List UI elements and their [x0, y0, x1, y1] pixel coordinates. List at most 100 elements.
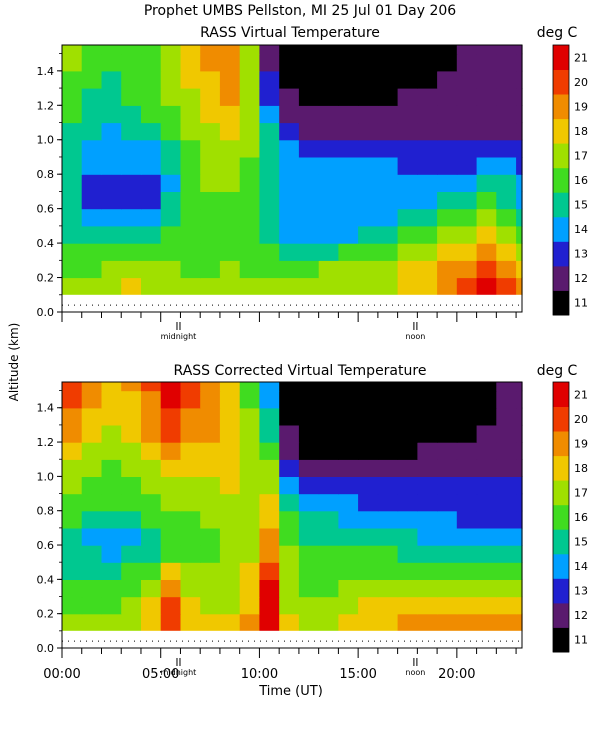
heatmap-cell	[121, 53, 142, 72]
heatmap-cell	[101, 562, 122, 580]
y-tick-label: 0.2	[37, 608, 55, 621]
heatmap-cell	[358, 53, 379, 72]
heatmap-cell	[417, 596, 438, 615]
heatmap-cell	[298, 545, 320, 563]
heatmap-cell	[318, 174, 339, 192]
heatmap-cell	[298, 382, 320, 392]
heatmap-cell	[496, 459, 517, 477]
heatmap-cell	[476, 510, 497, 529]
heatmap-cell	[160, 53, 181, 72]
heatmap-cell	[160, 390, 181, 409]
heatmap-cell	[81, 510, 102, 529]
heatmap-cell	[141, 45, 162, 55]
heatmap-cell	[279, 527, 300, 546]
heatmap-cell	[298, 174, 320, 192]
heatmap-cell	[180, 579, 201, 598]
heatmap-cell	[298, 53, 320, 72]
heatmap-cell	[377, 260, 399, 279]
heatmap-cell	[141, 579, 162, 598]
heatmap-cell	[141, 493, 162, 512]
heatmap-cell	[279, 208, 300, 227]
heatmap-cell	[239, 527, 260, 546]
heatmap-cell	[338, 579, 359, 598]
heatmap-cell	[160, 442, 181, 460]
heatmap-cell	[358, 243, 379, 261]
heatmap-cell	[456, 390, 478, 409]
heatmap-cell	[101, 407, 122, 426]
heatmap-cell	[180, 174, 201, 192]
heatmap-cell	[180, 476, 201, 495]
heatmap-cell	[259, 407, 280, 426]
heatmap-cell	[496, 527, 517, 546]
heatmap-cell	[101, 510, 122, 529]
heatmap-cell	[239, 382, 260, 392]
heatmap-cell	[81, 424, 102, 443]
heatmap-cell	[516, 476, 523, 495]
axes: 0.0 0.2 0.4 0.6 0.8 1.0 1.2 1.4 midnight noon	[37, 44, 523, 341]
heatmap-cell	[496, 562, 517, 580]
heatmap-cell	[516, 260, 523, 279]
heatmap-cell	[338, 527, 359, 546]
heatmap-cell	[456, 442, 478, 460]
heatmap-cell	[377, 596, 399, 615]
heatmap-cell	[279, 53, 300, 72]
heatmap-cell	[377, 191, 399, 210]
heatmap-cell	[456, 459, 478, 477]
heatmap-cell	[239, 390, 260, 409]
heatmap-cell	[437, 579, 458, 598]
heatmap-cell	[496, 579, 517, 598]
heatmap-cell	[141, 122, 162, 141]
heatmap-cell	[437, 139, 458, 158]
heatmap-cell	[239, 88, 260, 106]
heatmap-cell	[318, 208, 339, 227]
heatmap-cell	[397, 53, 418, 72]
heatmap-cell	[81, 243, 102, 261]
heatmap-cell	[437, 122, 458, 141]
heatmap-cell	[200, 527, 221, 546]
heatmap-cell	[476, 527, 497, 546]
heatmap-cell	[298, 476, 320, 495]
heatmap-cell	[318, 510, 339, 529]
heatmap-cell	[358, 579, 379, 598]
heatmap-cell	[338, 562, 359, 580]
heatmap-cell	[219, 225, 241, 244]
heatmap-cell	[259, 493, 280, 512]
heatmap-cell	[219, 243, 241, 261]
heatmap-cell	[141, 476, 162, 495]
heatmap-cell	[81, 260, 102, 279]
heatmap-cell	[81, 139, 102, 158]
heatmap-cell	[397, 105, 418, 124]
heatmap-cell	[101, 88, 122, 106]
heatmap-cell	[456, 596, 478, 615]
heatmap-cell	[239, 613, 260, 632]
heatmap-cell	[456, 476, 478, 495]
heatmap-cell	[259, 88, 280, 106]
heatmap-cell	[160, 493, 181, 512]
heatmap-cell	[516, 208, 523, 227]
heatmap-cell	[62, 243, 83, 261]
heatmap-cell	[437, 613, 458, 632]
heatmap-cell	[121, 545, 142, 563]
colorbar-swatch	[553, 192, 569, 218]
heatmap-cell	[476, 45, 497, 55]
heatmap-cell	[279, 88, 300, 106]
x-tick-label: 20:00	[438, 667, 475, 682]
heatmap-cell	[476, 260, 497, 279]
heatmap-cell	[62, 277, 83, 296]
heatmap-cell	[298, 157, 320, 175]
heatmap-cell	[200, 88, 221, 106]
heatmap-cell	[259, 527, 280, 546]
heatmap-cell	[496, 174, 517, 192]
axes: 0.0 0.2 0.4 0.6 0.8 1.0 1.2 1.4 midnight noon 00:0…	[37, 381, 523, 682]
heatmap-cell	[239, 562, 260, 580]
colorbar-swatch	[553, 265, 569, 291]
heatmap-cell	[259, 424, 280, 443]
heatmap-cell	[219, 510, 241, 529]
y-tick-label: 0.8	[37, 168, 55, 181]
heatmap-cell	[377, 459, 399, 477]
heatmap-cell	[160, 105, 181, 124]
heatmap-cell	[62, 459, 83, 477]
heatmap-cell	[180, 442, 201, 460]
heatmap-cell	[397, 122, 418, 141]
